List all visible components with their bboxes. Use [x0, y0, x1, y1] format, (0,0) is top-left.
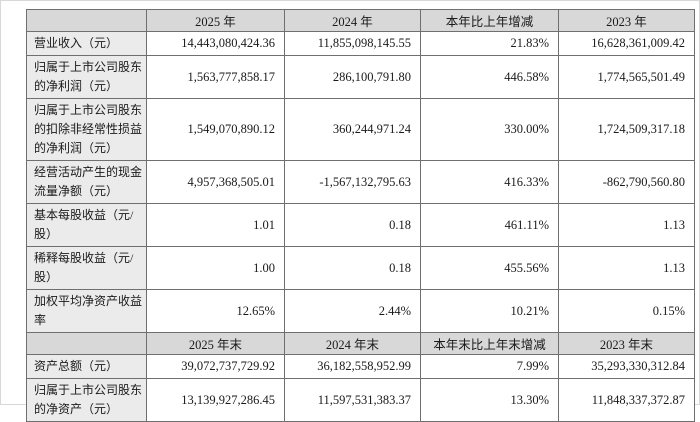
table-row-basic-eps: 基本每股收益（元/股） 1.01 0.18 461.11% 1.13 — [26, 203, 695, 247]
col-header-empty — [26, 332, 147, 355]
table-row-weighted-roe: 加权平均净资产收益率 12.65% 2.44% 10.21% 0.15% — [26, 289, 695, 333]
cell-yoy: 416.33% — [420, 160, 559, 204]
row-label: 营业收入（元） — [26, 31, 147, 56]
cell-2023: 1.13 — [558, 203, 695, 247]
col-header-yoy-end: 本年末比上年末增减 — [420, 332, 559, 355]
table-row-net-assets: 归属于上市公司股东的净资产（元） 13,139,927,286.45 11,59… — [26, 378, 695, 422]
cell-2024: 2.44% — [284, 289, 421, 333]
cell-yoy: 21.83% — [420, 31, 559, 56]
table-row-operating-cash-flow: 经营活动产生的现金流量净额（元） 4,957,368,505.01 -1,567… — [26, 160, 695, 204]
cell-yoy: 330.00% — [420, 98, 559, 161]
cell-2024: 360,244,971.24 — [284, 98, 421, 161]
cell-2023: -862,790,560.80 — [558, 160, 695, 204]
row-label: 归属于上市公司股东的扣除非经常性损益的净利润（元） — [26, 98, 147, 161]
table-row-revenue: 营业收入（元） 14,443,080,424.36 11,855,098,145… — [26, 31, 695, 56]
row-label: 稀释每股收益（元/股） — [26, 246, 147, 290]
col-header-2025-end: 2025 年末 — [146, 332, 285, 355]
cell-2025: 4,957,368,505.01 — [146, 160, 285, 204]
cell-2024: -1,567,132,795.63 — [284, 160, 421, 204]
cell-2024: 11,597,531,383.37 — [284, 378, 421, 422]
col-header-2023: 2023 年 — [558, 9, 695, 32]
cell-2025: 1,563,777,858.17 — [146, 55, 285, 99]
cell-2025: 1.01 — [146, 203, 285, 247]
cell-2024: 36,182,558,952.99 — [284, 354, 421, 379]
row-label: 经营活动产生的现金流量净额（元） — [26, 160, 147, 204]
cell-2023: 1,724,509,317.18 — [558, 98, 695, 161]
cell-yoy: 13.30% — [420, 378, 559, 422]
cell-2023: 1.13 — [558, 246, 695, 290]
cell-2024: 11,855,098,145.55 — [284, 31, 421, 56]
cell-yoy: 7.99% — [420, 354, 559, 379]
cell-yoy: 10.21% — [420, 289, 559, 333]
cell-2023: 1,774,565,501.49 — [558, 55, 695, 99]
cell-2025: 1.00 — [146, 246, 285, 290]
cell-2024: 0.18 — [284, 246, 421, 290]
cell-yoy: 455.56% — [420, 246, 559, 290]
table-row-total-assets: 资产总额（元） 39,072,737,729.92 36,182,558,952… — [26, 354, 695, 379]
cell-2023: 0.15% — [558, 289, 695, 333]
cell-2025: 1,549,070,890.12 — [146, 98, 285, 161]
cell-2023: 16,628,361,009.42 — [558, 31, 695, 56]
col-header-empty — [26, 9, 147, 32]
row-label: 归属于上市公司股东的净资产（元） — [26, 378, 147, 422]
col-header-2024: 2024 年 — [284, 9, 421, 32]
cell-2023: 11,848,337,372.87 — [558, 378, 695, 422]
cell-2025: 14,443,080,424.36 — [146, 31, 285, 56]
cell-2025: 12.65% — [146, 289, 285, 333]
cell-yoy: 461.11% — [420, 203, 559, 247]
row-label: 加权平均净资产收益率 — [26, 289, 147, 333]
col-header-2023-end: 2023 年末 — [558, 332, 695, 355]
cell-2023: 35,293,330,312.84 — [558, 354, 695, 379]
row-label: 资产总额（元） — [26, 354, 147, 379]
col-header-yoy: 本年比上年增减 — [420, 9, 559, 32]
row-label: 基本每股收益（元/股） — [26, 203, 147, 247]
cell-2025: 13,139,927,286.45 — [146, 378, 285, 422]
table-row-diluted-eps: 稀释每股收益（元/股） 1.00 0.18 455.56% 1.13 — [26, 246, 695, 290]
cell-2024: 286,100,791.80 — [284, 55, 421, 99]
col-header-2024-end: 2024 年末 — [284, 332, 421, 355]
row-label: 归属于上市公司股东的净利润（元） — [26, 55, 147, 99]
financial-summary-table: 2025 年 2024 年 本年比上年增减 2023 年 营业收入（元） 14,… — [26, 9, 695, 422]
cell-yoy: 446.58% — [420, 55, 559, 99]
col-header-2025: 2025 年 — [146, 9, 285, 32]
table-row-deducted-net-profit: 归属于上市公司股东的扣除非经常性损益的净利润（元） 1,549,070,890.… — [26, 98, 695, 161]
header-row-year-end: 2025 年末 2024 年末 本年末比上年末增减 2023 年末 — [26, 332, 695, 355]
cell-2025: 39,072,737,729.92 — [146, 354, 285, 379]
cell-2024: 0.18 — [284, 203, 421, 247]
table-row-net-profit: 归属于上市公司股东的净利润（元） 1,563,777,858.17 286,10… — [26, 55, 695, 99]
header-row-annual: 2025 年 2024 年 本年比上年增减 2023 年 — [26, 9, 695, 32]
